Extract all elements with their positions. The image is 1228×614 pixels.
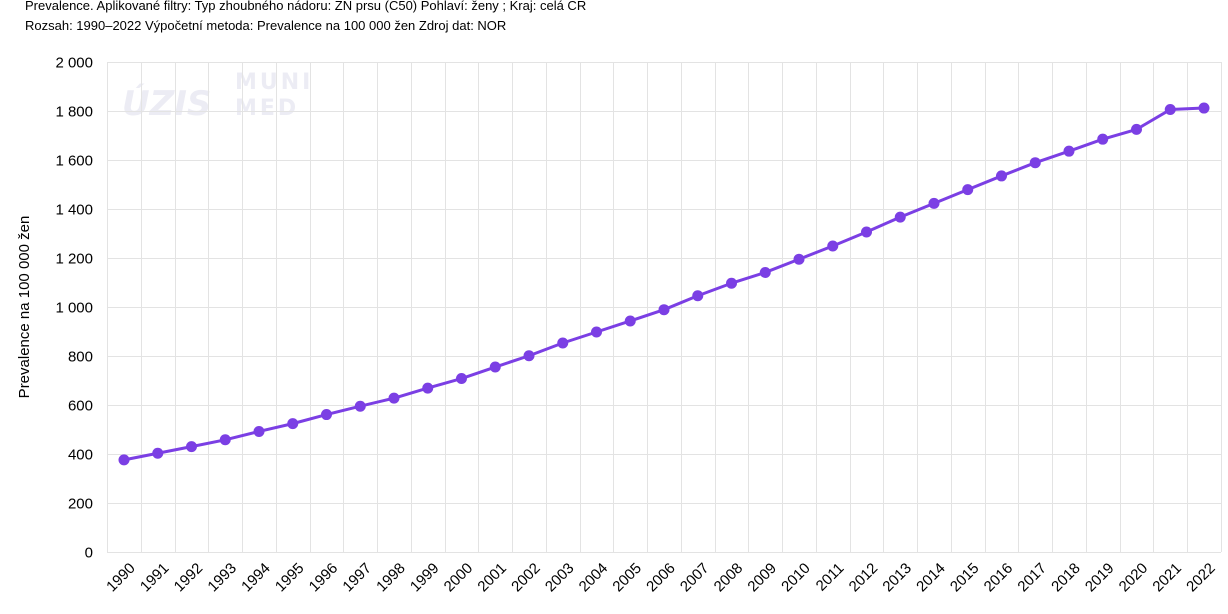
- y-tick-label: 800: [68, 349, 93, 366]
- x-tick-label: 2016: [981, 560, 1017, 596]
- x-tick-label: 2012: [846, 560, 882, 596]
- x-tick-label: 2004: [576, 560, 612, 596]
- uzis-watermark-logo: ÚZIS: [122, 83, 211, 124]
- x-tick-label: 1999: [407, 560, 443, 596]
- data-point: [489, 361, 501, 373]
- y-tick-label: 1 200: [55, 251, 93, 268]
- data-point: [456, 373, 467, 385]
- x-tick-label: 2003: [542, 560, 578, 596]
- x-tick-label: 2005: [609, 560, 645, 596]
- x-tick-label: 2015: [947, 560, 983, 596]
- data-point: [354, 400, 366, 412]
- data-point: [726, 277, 737, 289]
- vertical-gridlines: [107, 62, 1222, 552]
- data-point: [894, 211, 906, 223]
- x-tick-label: 2018: [1048, 560, 1084, 596]
- data-point: [1097, 133, 1109, 145]
- x-axis-tick-labels: 1990199119921993199419951996199719981999…: [103, 560, 1219, 596]
- data-point: [523, 350, 535, 362]
- muni-watermark-logo: MUNI: [235, 70, 313, 95]
- y-tick-label: 600: [68, 398, 93, 415]
- data-point: [287, 418, 299, 430]
- x-tick-label: 1995: [272, 560, 308, 596]
- data-point: [219, 434, 231, 446]
- x-tick-label: 1998: [373, 560, 409, 596]
- data-point: [1198, 102, 1210, 114]
- x-tick-label: 2002: [508, 560, 544, 596]
- x-tick-label: 2007: [677, 560, 713, 596]
- data-point: [996, 170, 1007, 182]
- x-tick-label: 2006: [643, 560, 679, 596]
- y-tick-label: 2 000: [55, 55, 93, 72]
- x-tick-label: 2011: [813, 560, 848, 595]
- x-tick-label: 2001: [474, 560, 510, 596]
- x-tick-label: 2019: [1082, 560, 1118, 596]
- data-point: [827, 240, 839, 252]
- y-tick-label: 200: [68, 496, 93, 513]
- data-point: [186, 441, 197, 453]
- data-point: [793, 253, 805, 265]
- data-point: [861, 226, 872, 238]
- x-tick-label: 2008: [711, 560, 747, 596]
- data-point: [928, 197, 940, 209]
- chart-subtitle-range: Rozsah: 1990–2022 Výpočetní metoda: Prev…: [25, 18, 507, 33]
- data-point: [557, 337, 569, 349]
- data-point: [591, 326, 602, 338]
- med-watermark-logo: MED: [235, 96, 299, 121]
- data-point: [624, 315, 636, 327]
- x-tick-label: 2014: [913, 560, 949, 596]
- data-points: [118, 102, 1210, 466]
- y-tick-label: 1 000: [55, 300, 93, 317]
- x-tick-label: 2013: [879, 560, 915, 596]
- y-tick-label: 400: [68, 447, 93, 464]
- x-tick-label: 2021: [1149, 560, 1185, 596]
- y-tick-label: 0: [85, 545, 93, 562]
- y-axis-tick-labels: 0 200 400 600 800 1 000 1 200 1 400 1 600 1 800 2 …: [55, 55, 93, 562]
- y-tick-label: 1 800: [55, 104, 93, 121]
- x-tick-label: 1990: [103, 560, 139, 596]
- data-point: [962, 184, 974, 196]
- x-tick-label: 1996: [306, 560, 342, 596]
- data-point: [1029, 157, 1041, 169]
- data-point: [1063, 145, 1075, 157]
- y-tick-label: 1 400: [55, 202, 93, 219]
- data-point: [118, 454, 130, 466]
- x-tick-label: 2010: [778, 560, 814, 596]
- horizontal-gridlines: [107, 62, 1221, 553]
- x-tick-label: 1993: [204, 560, 240, 596]
- x-tick-label: 2020: [1116, 560, 1152, 596]
- data-point: [422, 382, 434, 394]
- x-tick-label: 2022: [1183, 560, 1219, 596]
- data-point: [1131, 123, 1142, 135]
- x-tick-label: 2009: [744, 560, 780, 596]
- y-tick-label: 1 600: [55, 153, 93, 170]
- data-point: [152, 447, 164, 459]
- data-point: [388, 392, 400, 404]
- data-point: [253, 425, 265, 437]
- data-point: [1164, 104, 1176, 116]
- data-point: [658, 304, 670, 316]
- x-tick-label: 1991: [137, 560, 173, 596]
- data-point: [321, 409, 332, 421]
- x-tick-label: 1997: [339, 560, 375, 596]
- chart-subtitle-filters: Prevalence. Aplikované filtry: Typ zhoub…: [25, 0, 587, 13]
- x-tick-label: 2017: [1014, 560, 1050, 596]
- x-tick-label: 1994: [238, 560, 274, 596]
- data-point: [692, 290, 704, 302]
- watermark-logos: ÚZIS MUNI MED: [122, 70, 313, 124]
- x-tick-label: 2000: [441, 560, 477, 596]
- data-point: [759, 266, 771, 278]
- x-tick-label: 1992: [171, 560, 207, 596]
- y-axis-title: Prevalence na 100 000 žen: [16, 216, 33, 399]
